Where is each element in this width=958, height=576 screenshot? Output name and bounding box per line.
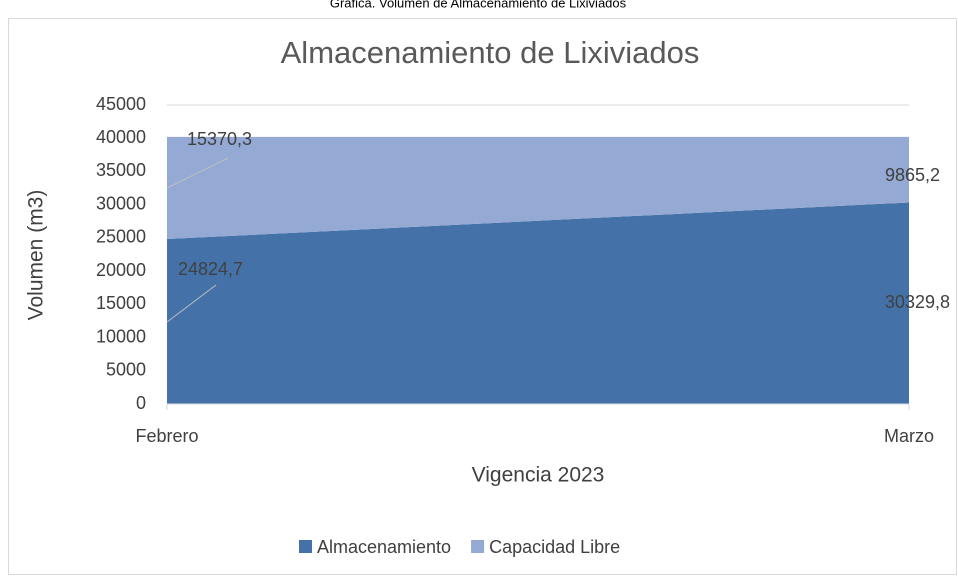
data-label: 9865,2: [885, 165, 940, 185]
y-tick-label: 20000: [96, 260, 146, 280]
y-tick-label: 45000: [96, 94, 146, 114]
legend-swatch: [471, 540, 485, 553]
caption: Gráfica. Volumen de Almacenamiento de Li…: [330, 0, 627, 10]
data-label: 24824,7: [178, 259, 243, 279]
y-tick-label: 15000: [96, 293, 146, 313]
y-axis-title: Volumen (m3): [25, 190, 48, 321]
legend-label: Almacenamiento: [317, 537, 451, 557]
x-axis-title: Vigencia 2023: [472, 464, 605, 487]
area: [167, 202, 909, 404]
leader-line: [166, 284, 217, 323]
leader-line: [166, 157, 229, 189]
y-tick-label: 10000: [96, 326, 146, 346]
data-label: 30329,8: [885, 292, 950, 312]
y-tick-label: 5000: [106, 360, 146, 380]
area: [167, 136, 909, 240]
y-tick-label: 40000: [96, 127, 146, 147]
legend-swatch: [299, 540, 312, 553]
x-tick-label: Marzo: [884, 426, 934, 446]
legend-label: Capacidad Libre: [489, 537, 620, 557]
data-label: 15370,3: [187, 129, 252, 149]
chart-title: Almacenamiento de Lixiviados: [281, 35, 700, 70]
y-tick-label: 0: [136, 393, 146, 413]
y-tick-label: 30000: [96, 193, 146, 213]
y-tick-label: 35000: [96, 160, 146, 180]
y-tick-label: 25000: [96, 227, 146, 247]
x-tick-label: Febrero: [135, 426, 198, 446]
